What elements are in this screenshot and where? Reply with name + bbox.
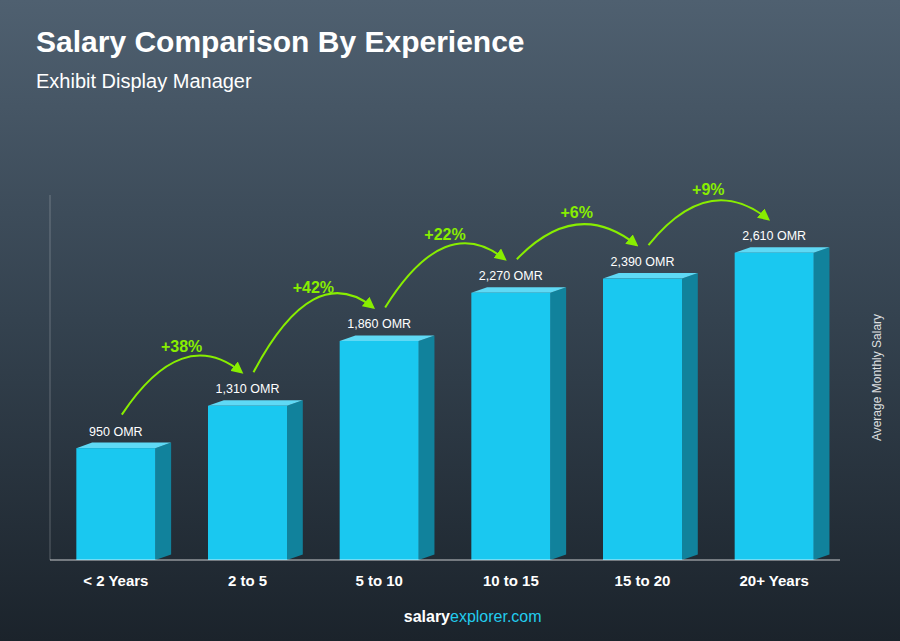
bar-side xyxy=(287,400,303,560)
y-axis-label: Average Monthly Salary xyxy=(870,314,884,441)
bar xyxy=(471,293,550,560)
bar xyxy=(735,253,814,560)
increase-arrow xyxy=(122,356,242,415)
bar-side xyxy=(419,335,435,560)
footer: salary xyxy=(404,608,450,625)
bar-side xyxy=(814,247,830,560)
bar-side xyxy=(155,443,171,560)
increase-label: +42% xyxy=(293,279,334,296)
title: Salary Comparison By Experience xyxy=(36,25,525,58)
x-tick-label: 5 to 10 xyxy=(355,572,403,589)
bar-side xyxy=(682,273,698,560)
data-label: 2,390 OMR xyxy=(611,255,675,269)
bar-top xyxy=(208,400,303,406)
bar-side xyxy=(550,287,566,560)
data-label: 950 OMR xyxy=(89,425,143,439)
x-tick-label: 2 to 5 xyxy=(228,572,267,589)
y-axis-line xyxy=(50,195,51,560)
chart: Salary Comparison By Experience Exhibit D… xyxy=(0,0,900,641)
data-label: 1,860 OMR xyxy=(347,317,411,331)
subtitle: Exhibit Display Manager xyxy=(36,70,252,92)
bar-top xyxy=(735,247,830,253)
bars xyxy=(76,247,829,560)
x-tick-label: < 2 Years xyxy=(83,572,148,589)
bar-top xyxy=(603,273,698,279)
footer: explorer.com xyxy=(450,608,542,625)
increase-label: +38% xyxy=(161,338,202,355)
background xyxy=(0,0,900,641)
data-label: 2,610 OMR xyxy=(742,229,806,243)
bar xyxy=(603,279,682,560)
bar-top xyxy=(471,287,566,293)
increase-label: +6% xyxy=(560,204,592,221)
increase-label: +9% xyxy=(692,181,724,198)
x-tick-label: 15 to 20 xyxy=(615,572,671,589)
bar xyxy=(208,406,287,560)
data-label: 1,310 OMR xyxy=(216,382,280,396)
bar-top xyxy=(76,443,171,449)
data-label: 2,270 OMR xyxy=(479,269,543,283)
increase-arrow xyxy=(254,293,374,372)
x-axis-line xyxy=(50,559,840,561)
bar xyxy=(340,341,419,560)
bar-top xyxy=(340,335,435,341)
increase-arrow xyxy=(649,200,769,245)
increase-arrow xyxy=(385,243,505,307)
increase-arrow xyxy=(517,224,637,259)
x-tick-label: 10 to 15 xyxy=(483,572,539,589)
increase-label: +22% xyxy=(424,226,465,243)
bar xyxy=(76,448,155,560)
x-tick-label: 20+ Years xyxy=(739,572,808,589)
